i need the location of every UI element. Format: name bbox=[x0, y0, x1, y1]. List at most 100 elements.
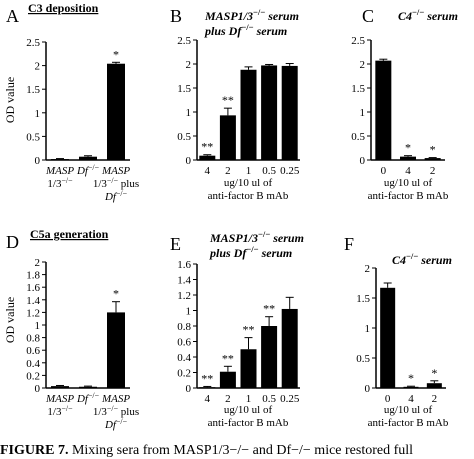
x-tick-label: MASP bbox=[45, 393, 74, 405]
y-tick-label: 1 bbox=[35, 108, 41, 120]
y-tick-label: 0.2 bbox=[177, 368, 191, 380]
x-axis-label: ug/10 ul of bbox=[224, 177, 273, 189]
y-tick-label: 0 bbox=[35, 155, 41, 167]
x-tick-label: 1 bbox=[246, 393, 252, 405]
x-tick-label: MASP bbox=[101, 393, 130, 405]
bar bbox=[219, 371, 236, 388]
x-tick-label: 4 bbox=[408, 393, 414, 405]
y-tick-label: 0.5 bbox=[351, 131, 365, 143]
bar bbox=[199, 387, 216, 388]
x-tick-label: 4 bbox=[405, 165, 411, 177]
panel-letter-f: F bbox=[344, 234, 354, 254]
panel-b-title-line-2: plus Df−/− serum bbox=[204, 22, 287, 38]
y-tick-label: 0.8 bbox=[26, 333, 40, 345]
x-tick-label: 4 bbox=[205, 165, 211, 177]
significance-marker: ** bbox=[243, 323, 255, 337]
y-tick-label: 1.2 bbox=[177, 290, 191, 302]
x-tick-label: 1/3−/− bbox=[47, 404, 73, 419]
panel-a-title: C3 deposition bbox=[28, 1, 99, 15]
y-tick-label: 1 bbox=[186, 107, 192, 119]
panel-letter-d: D bbox=[6, 232, 19, 252]
bar bbox=[375, 60, 392, 160]
panel-e-title-line-2: plus Df−/− serum bbox=[209, 244, 292, 260]
x-axis-label: ug/10 ul of bbox=[384, 404, 433, 416]
y-tick-label: 2.5 bbox=[351, 35, 365, 47]
y-tick-label: 2.5 bbox=[177, 35, 191, 47]
y-tick-label: 0 bbox=[186, 155, 192, 167]
bar bbox=[107, 312, 125, 388]
significance-marker: ** bbox=[201, 140, 213, 154]
bar bbox=[426, 383, 442, 388]
significance-marker: * bbox=[113, 47, 119, 61]
y-tick-label: 0.8 bbox=[177, 321, 191, 333]
x-tick-label: 0.25 bbox=[280, 393, 300, 405]
significance-marker: * bbox=[405, 141, 411, 155]
y-tick-label: 2.5 bbox=[26, 37, 40, 49]
panel-letter-c: C bbox=[362, 6, 374, 26]
y-tick-label: 1 bbox=[35, 320, 41, 332]
x-tick-label: 2 bbox=[225, 393, 231, 405]
x-tick-label: Df−/− bbox=[104, 189, 128, 204]
y-tick-label: 1.2 bbox=[26, 307, 40, 319]
significance-marker: ** bbox=[222, 351, 234, 365]
significance-marker: * bbox=[113, 287, 119, 301]
significance-marker: * bbox=[408, 371, 414, 385]
x-tick-label: MASP bbox=[45, 165, 74, 177]
bar bbox=[403, 386, 419, 388]
x-tick-label: Df−/− bbox=[104, 417, 128, 432]
figure-caption: FIGURE 7. Mixing sera from MASP1/3−/− an… bbox=[0, 443, 474, 459]
x-tick-label: 2 bbox=[430, 165, 436, 177]
bar bbox=[281, 308, 298, 388]
x-tick-label: 0.25 bbox=[280, 165, 300, 177]
y-tick-label: 1.6 bbox=[26, 282, 40, 294]
x-tick-label: Df−/− bbox=[76, 391, 100, 406]
significance-marker: * bbox=[430, 143, 436, 157]
x-tick-label: MASP bbox=[101, 165, 130, 177]
panel-f-title: C4−/− serum bbox=[392, 251, 452, 267]
panel-c-title: C4−/− serum bbox=[398, 7, 458, 23]
y-tick-label: 0.6 bbox=[177, 337, 191, 349]
caption-label: FIGURE 7. bbox=[0, 443, 69, 458]
y-tick-label: 2 bbox=[365, 263, 371, 275]
y-tick-label: 0.4 bbox=[26, 358, 40, 370]
significance-marker: ** bbox=[222, 93, 234, 107]
bar bbox=[380, 287, 396, 388]
y-tick-label: 0.4 bbox=[177, 352, 191, 364]
x-axis-label: anti-factor B mAb bbox=[208, 417, 289, 429]
bar bbox=[199, 155, 216, 160]
significance-marker: ** bbox=[263, 302, 275, 316]
panel-letter-b: B bbox=[170, 6, 182, 26]
x-tick-label: 4 bbox=[205, 393, 211, 405]
y-tick-label: 2 bbox=[35, 257, 41, 269]
bar bbox=[107, 63, 125, 160]
x-axis-label: ug/10 ul of bbox=[224, 404, 273, 416]
x-tick-label: 2 bbox=[225, 165, 231, 177]
y-tick-label: 0 bbox=[360, 155, 366, 167]
y-tick-label: 1.5 bbox=[177, 83, 191, 95]
y-tick-label: 1.5 bbox=[356, 293, 370, 305]
x-tick-label: 0 bbox=[385, 393, 391, 405]
x-tick-label: 1/3−/− bbox=[47, 176, 73, 191]
x-axis-label: anti-factor B mAb bbox=[368, 417, 449, 429]
x-axis-label: anti-factor B mAb bbox=[368, 190, 449, 202]
bar bbox=[51, 159, 69, 160]
x-tick-label: Df−/− bbox=[76, 163, 100, 178]
bar bbox=[400, 156, 416, 160]
y-tick-label: 0.5 bbox=[356, 353, 370, 365]
bar bbox=[261, 326, 278, 388]
y-tick-label: 0.6 bbox=[26, 345, 40, 357]
y-tick-label: 2 bbox=[360, 59, 366, 71]
x-axis-label: anti-factor B mAb bbox=[208, 190, 289, 202]
y-tick-label: 1 bbox=[365, 323, 371, 335]
bar bbox=[424, 158, 441, 160]
y-tick-label: 0.2 bbox=[26, 370, 40, 382]
y-tick-label: 1.5 bbox=[351, 83, 365, 95]
y-axis-label: OD value bbox=[3, 297, 17, 343]
y-tick-label: 1.6 bbox=[177, 259, 191, 271]
x-tick-label: 0.5 bbox=[262, 393, 276, 405]
